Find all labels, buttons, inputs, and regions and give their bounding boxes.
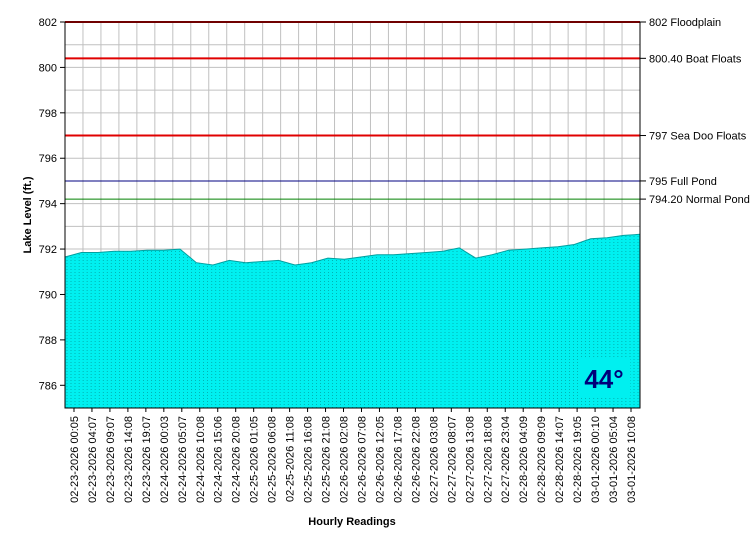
y-tick-label: 798 (39, 108, 57, 120)
y-tick-label: 788 (39, 335, 57, 347)
x-tick-label: 03-01-2026 05:04 (608, 416, 620, 503)
x-tick-label: 02-23-2026 14:08 (123, 416, 135, 503)
temperature-badge-background (578, 357, 630, 397)
x-axis-title: Hourly Readings (308, 516, 395, 528)
reference-label: 794.20 Normal Pond (649, 194, 750, 206)
x-tick-label: 02-27-2026 08:07 (446, 416, 458, 503)
x-tick-label: 03-01-2026 00:10 (590, 416, 602, 503)
x-tick-label: 02-25-2026 16:08 (303, 416, 315, 503)
x-axis-ticks: 02-23-2026 00:05 02-23-2026 04:07 02-23-20… (69, 408, 638, 503)
x-tick-label: 02-27-2026 23:04 (500, 416, 512, 503)
x-tick-label: 02-24-2026 00:03 (159, 416, 171, 503)
x-tick-label: 02-28-2026 04:09 (518, 416, 530, 503)
x-tick-label: 02-26-2026 12:05 (375, 416, 387, 503)
x-tick-label: 02-25-2026 21:08 (321, 416, 333, 503)
x-tick-label: 02-23-2026 04:07 (87, 416, 99, 503)
x-tick-label: 02-23-2026 09:07 (105, 416, 117, 503)
y-axis-title: Lake Level (ft.) (22, 176, 34, 253)
x-tick-label: 02-28-2026 09:09 (536, 416, 548, 503)
x-tick-label: 02-24-2026 05:07 (177, 416, 189, 503)
x-tick-label: 02-26-2026 02:08 (339, 416, 351, 503)
x-tick-label: 02-23-2026 19:07 (141, 416, 153, 503)
series-area-fill (65, 234, 640, 408)
x-tick-label: 02-26-2026 17:08 (392, 416, 404, 503)
y-tick-label: 790 (39, 289, 57, 301)
y-tick-label: 786 (39, 380, 57, 392)
temperature-badge-text: 44° (584, 364, 623, 394)
reference-label: 802 Floodplain (649, 17, 721, 29)
y-tick-label: 796 (39, 153, 57, 165)
temperature-badge: 44° (578, 357, 630, 397)
x-tick-label: 02-23-2026 00:05 (69, 416, 81, 503)
y-tick-label: 802 (39, 17, 57, 29)
x-tick-label: 02-28-2026 19:05 (572, 416, 584, 503)
series-outline (64, 233, 641, 266)
reference-label: 795 Full Pond (649, 176, 717, 188)
y-tick-label: 792 (39, 244, 57, 256)
hourly-bars (66, 234, 639, 408)
x-tick-label: 02-25-2026 06:08 (267, 416, 279, 503)
x-tick-label: 02-24-2026 15:06 (213, 416, 225, 503)
x-tick-label: 02-25-2026 11:08 (285, 416, 297, 502)
x-tick-label: 02-24-2026 10:08 (195, 416, 207, 503)
x-tick-label: 02-26-2026 22:08 (410, 416, 422, 503)
x-tick-label: 02-26-2026 07:08 (357, 416, 369, 503)
y-tick-label: 800 (39, 62, 57, 74)
y-tick-label: 794 (39, 199, 57, 211)
series-area (64, 233, 641, 408)
reference-label: 797 Sea Doo Floats (649, 131, 747, 143)
x-tick-label: 02-25-2026 01:05 (249, 416, 261, 503)
x-tick-label: 02-27-2026 18:08 (482, 416, 494, 503)
x-tick-label: 02-27-2026 13:08 (464, 416, 476, 503)
plot-frame (64, 21, 641, 409)
y-axis-ticks: 786 788 790 792 794 796 798 800 802 (39, 17, 65, 392)
x-tick-label: 02-27-2026 03:08 (428, 416, 440, 503)
x-tick-label: 02-24-2026 20:08 (231, 416, 243, 503)
x-tick-label: 03-01-2026 10:08 (626, 416, 638, 503)
reference-label: 800.40 Boat Floats (649, 53, 742, 65)
x-tick-label: 02-28-2026 14:07 (554, 416, 566, 503)
